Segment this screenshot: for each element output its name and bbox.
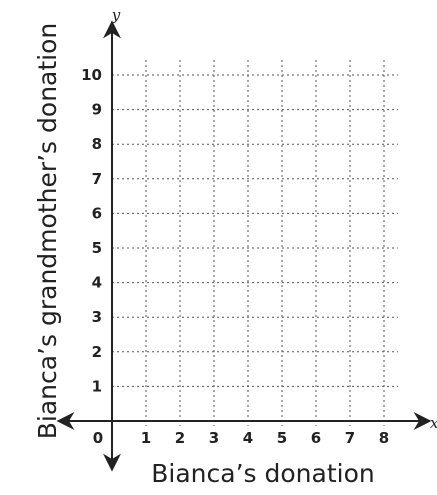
gridlines <box>112 60 398 426</box>
y-axis-title: Bianca’s grandmother’s donation <box>33 23 62 440</box>
axes <box>56 20 432 472</box>
x-tick-label: 2 <box>175 429 185 447</box>
x-tick-label: 6 <box>311 429 321 447</box>
y-tick-label: 9 <box>92 101 102 119</box>
x-tick-label: 0 <box>93 429 103 447</box>
x-tick-label: 1 <box>141 429 151 447</box>
y-tick-label: 2 <box>92 343 102 361</box>
x-tick-label: 4 <box>243 429 253 447</box>
y-tick-label: 1 <box>92 377 102 395</box>
y-axis-variable: y <box>111 6 121 24</box>
y-tick-label: 7 <box>92 170 102 188</box>
y-tick-label: 8 <box>92 135 102 153</box>
x-tick-label: 5 <box>277 429 287 447</box>
x-tick-label: 7 <box>345 429 355 447</box>
x-tick-label: 3 <box>209 429 219 447</box>
y-tick-label: 10 <box>81 66 102 84</box>
y-tick-label: 4 <box>92 274 102 292</box>
tick-labels: 0 1 2 3 4 5 6 7 8 1 2 3 4 5 6 7 8 9 10 <box>81 66 389 447</box>
x-axis-title: Bianca’s donation <box>151 459 374 488</box>
x-tick-label: 8 <box>379 429 389 447</box>
x-axis-variable: x <box>430 414 437 432</box>
y-tick-label: 3 <box>92 308 102 326</box>
y-tick-label: 5 <box>92 239 102 257</box>
y-tick-label: 6 <box>92 204 102 222</box>
